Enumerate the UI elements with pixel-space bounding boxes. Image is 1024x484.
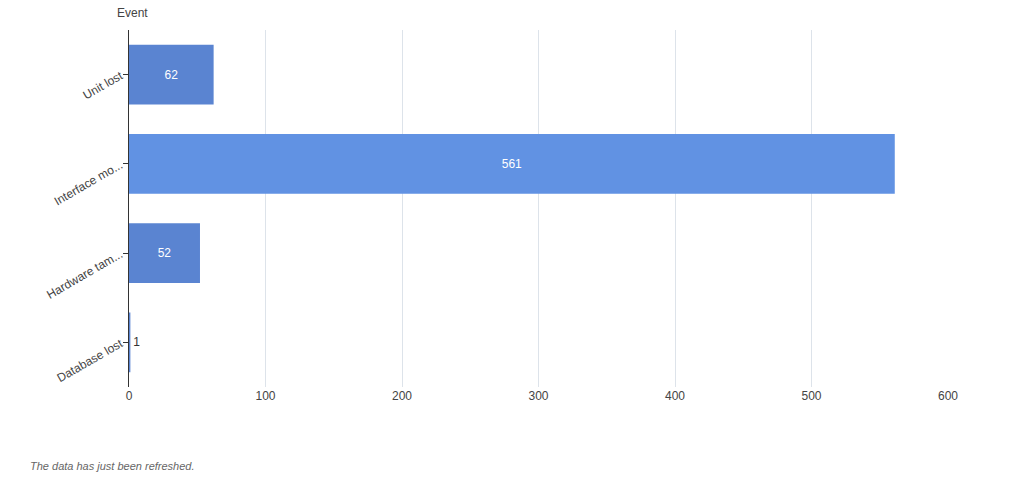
svg-text:Database lost: Database lost (55, 336, 126, 385)
svg-text:600: 600 (938, 389, 958, 403)
svg-text:Hardware tam...: Hardware tam... (44, 247, 125, 302)
svg-text:100: 100 (255, 389, 275, 403)
svg-text:400: 400 (665, 389, 685, 403)
svg-text:Event: Event (117, 6, 148, 20)
svg-text:561: 561 (502, 157, 522, 171)
svg-text:0: 0 (126, 389, 133, 403)
svg-text:500: 500 (801, 389, 821, 403)
svg-text:Unit lost: Unit lost (81, 68, 126, 102)
svg-text:Interface mo...: Interface mo... (52, 158, 125, 208)
svg-text:52: 52 (158, 246, 172, 260)
svg-text:62: 62 (164, 68, 178, 82)
svg-text:1: 1 (133, 335, 140, 349)
svg-text:200: 200 (392, 389, 412, 403)
svg-text:The data has just been refresh: The data has just been refreshed. (30, 460, 195, 472)
svg-text:300: 300 (528, 389, 548, 403)
